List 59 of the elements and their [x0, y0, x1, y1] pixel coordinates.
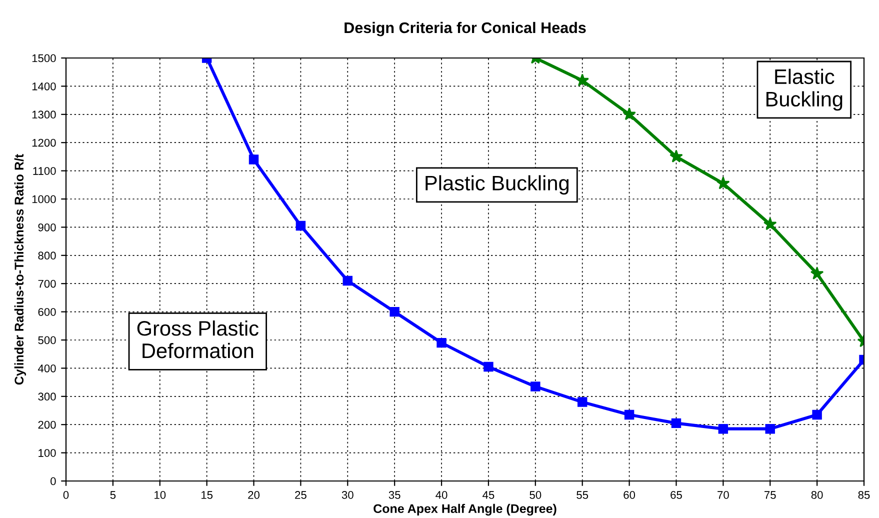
- point: [530, 382, 540, 392]
- y-axis-title: Cylinder Radius-to-Thickness Ratio R/t: [14, 154, 26, 385]
- x-tick-label: 55: [576, 491, 588, 499]
- point: [296, 220, 306, 231]
- x-tick-label: 20: [248, 491, 260, 499]
- x-tick-label: 30: [342, 491, 354, 499]
- point: [436, 338, 446, 348]
- y-tick-label: 500: [38, 336, 56, 344]
- x-tick-label: 45: [482, 491, 494, 499]
- x-tick-label: 15: [201, 491, 213, 499]
- point: [716, 176, 730, 190]
- y-tick-label: 1300: [32, 110, 56, 119]
- y-tick-label: 300: [38, 392, 56, 401]
- y-tick-label: 900: [38, 223, 56, 232]
- point: [576, 74, 589, 86]
- point: [763, 217, 777, 230]
- point: [812, 410, 822, 420]
- point: [624, 410, 634, 420]
- annotation: Plastic Buckling: [426, 175, 569, 195]
- x-axis-title: Cone Apex Half Angle (Degree): [374, 504, 556, 516]
- y-tick-label: 100: [38, 449, 56, 457]
- annotation: Elastic Buckling: [766, 68, 842, 111]
- y-tick-label: 400: [38, 364, 56, 372]
- x-tick-label: 5: [110, 491, 116, 499]
- chart-title: Design Criteria for Conical Heads: [344, 22, 586, 36]
- point: [765, 424, 775, 434]
- x-tick-label: 50: [530, 491, 542, 499]
- x-tick-label: 40: [436, 491, 448, 499]
- x-tick-label: 10: [154, 491, 166, 499]
- point: [248, 154, 259, 164]
- y-tick-label: 1100: [33, 167, 56, 175]
- y-tick-label: 1400: [32, 82, 56, 90]
- point: [718, 424, 728, 434]
- y-tick-label: 700: [38, 280, 56, 288]
- point: [577, 397, 588, 407]
- x-tick-label: 25: [295, 491, 306, 499]
- x-tick-label: 60: [624, 491, 636, 499]
- point: [670, 150, 683, 162]
- x-tick-label: 70: [718, 491, 729, 499]
- point: [390, 306, 400, 317]
- y-tick-label: 200: [38, 420, 56, 429]
- x-tick-label: 65: [670, 491, 682, 499]
- y-tick-label: 1200: [32, 138, 56, 147]
- point: [484, 362, 494, 372]
- y-tick-label: 600: [38, 308, 56, 316]
- y-tick-label: 0: [50, 477, 56, 486]
- point: [622, 107, 636, 120]
- point: [810, 266, 824, 280]
- x-tick-label: 75: [764, 491, 776, 499]
- y-tick-label: 800: [38, 252, 56, 260]
- x-tick-label: 0: [63, 491, 69, 499]
- y-tick-label: 1000: [32, 195, 56, 204]
- x-tick-label: 35: [388, 491, 400, 499]
- x-tick-label: 85: [858, 491, 870, 499]
- point: [342, 276, 353, 286]
- x-tick-label: 80: [811, 491, 823, 499]
- y-tick-label: 1500: [32, 54, 56, 62]
- point: [671, 418, 682, 428]
- annotation: Gross Plastic Deformation: [137, 320, 258, 358]
